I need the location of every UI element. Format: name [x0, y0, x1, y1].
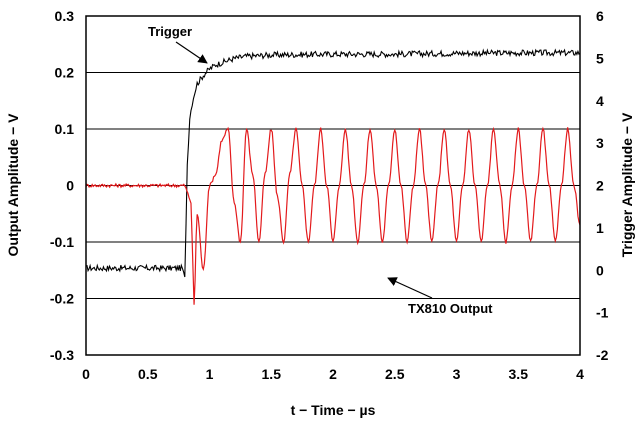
x-tick-label-6: 3	[453, 366, 461, 382]
x-tick-label-4: 2	[329, 366, 337, 382]
series-line-trigger	[86, 48, 580, 278]
y-tick-label-5: -0.2	[50, 291, 74, 307]
y2-tick-label-7: -1	[596, 305, 609, 321]
gridlines	[86, 15, 580, 356]
trigger-annotation-label: Trigger	[148, 24, 192, 39]
x-tick-label-3: 1.5	[262, 366, 282, 382]
y2-tick-label-2: 4	[596, 93, 604, 109]
output-annotation-label: TX810 Output	[408, 301, 493, 316]
y-tick-label-3: 0	[66, 178, 74, 194]
series-group	[86, 48, 580, 305]
y-tick-label-1: 0.2	[55, 65, 75, 81]
y-tick-label-6: -0.3	[50, 347, 74, 363]
right-axis-ticks: 6 5 4 3 2 1 0 -1 -2	[596, 8, 609, 363]
series-line-tx810-output	[86, 126, 580, 305]
y-tick-label-0: 0.3	[55, 8, 75, 24]
output-annotation-arrow	[387, 277, 433, 299]
y2-tick-label-5: 1	[596, 220, 604, 236]
x-tick-label-0: 0	[82, 366, 90, 382]
x-tick-label-8: 4	[576, 366, 584, 382]
trigger-annotation-arrow	[175, 41, 208, 64]
y2-tick-label-4: 2	[596, 178, 604, 194]
y-tick-label-4: -0.1	[50, 234, 74, 250]
x-tick-label-1: 0.5	[138, 366, 158, 382]
y2-tick-label-6: 0	[596, 262, 604, 278]
x-axis-title: t − Time − µs	[291, 402, 376, 418]
y2-axis-title: Trigger Amplitude − V	[619, 112, 635, 257]
y-tick-label-2: 0.1	[55, 121, 75, 137]
y2-tick-label-0: 6	[596, 8, 604, 24]
left-axis-ticks: 0.3 0.2 0.1 0 -0.1 -0.2 -0.3	[50, 8, 74, 363]
plot-frame	[85, 15, 581, 356]
y2-tick-label-8: -2	[596, 347, 609, 363]
y2-tick-label-3: 3	[596, 135, 604, 151]
x-tick-label-7: 3.5	[509, 366, 529, 382]
x-tick-label-5: 2.5	[385, 366, 405, 382]
x-axis-ticks: 0 0.5 1 1.5 2 2.5 3 3.5 4	[82, 366, 584, 382]
x-tick-label-2: 1	[206, 366, 214, 382]
y-axis-title: Output Amplitude − V	[5, 113, 21, 257]
y2-tick-label-1: 5	[596, 50, 604, 66]
